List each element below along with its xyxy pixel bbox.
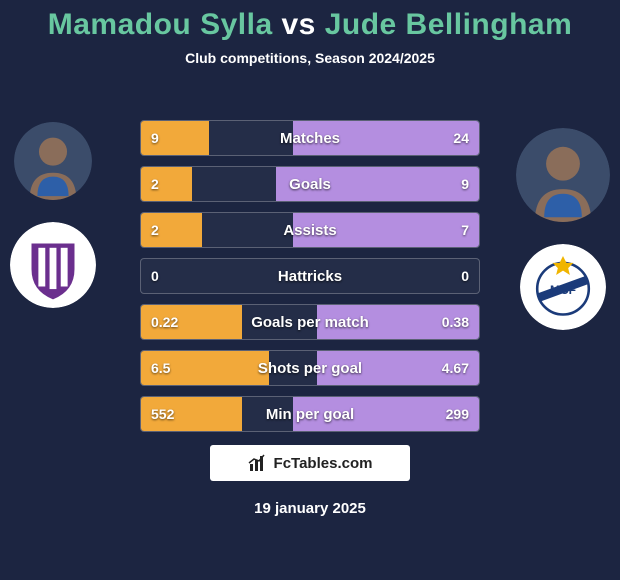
date-label: 19 january 2025: [0, 500, 620, 517]
stat-value-right: 0.38: [442, 305, 469, 339]
player2-club-badge: MCF: [520, 244, 606, 330]
subtitle: Club competitions, Season 2024/2025: [0, 50, 620, 66]
stat-value-right: 9: [461, 167, 469, 201]
stat-label: Shots per goal: [141, 351, 479, 385]
site-logo-text: FcTables.com: [274, 455, 373, 472]
stat-label: Hattricks: [141, 259, 479, 293]
player1-club-badge: [10, 222, 96, 308]
stat-row: Matches9 24: [140, 120, 480, 156]
stat-value-right: 24: [453, 121, 469, 155]
stat-value-left: 552: [151, 397, 174, 431]
stat-label: Goals: [141, 167, 479, 201]
stat-value-right: 0: [461, 259, 469, 293]
stat-label: Matches: [141, 121, 479, 155]
stat-row: Assists2 7: [140, 212, 480, 248]
stat-label: Min per goal: [141, 397, 479, 431]
stat-row: Goals per match0.22 0.38: [140, 304, 480, 340]
stat-label: Goals per match: [141, 305, 479, 339]
stat-row: Goals2 9: [140, 166, 480, 202]
stat-row: Shots per goal6.5 4.67: [140, 350, 480, 386]
stat-value-left: 0.22: [151, 305, 178, 339]
stat-value-right: 7: [461, 213, 469, 247]
site-logo: FcTables.com: [210, 445, 410, 481]
stat-value-left: 2: [151, 213, 159, 247]
stat-label: Assists: [141, 213, 479, 247]
vs-label: vs: [281, 8, 315, 41]
stat-row: Min per goal552 299: [140, 396, 480, 432]
left-avatar-column: [10, 122, 96, 308]
stat-value-right: 4.67: [442, 351, 469, 385]
stats-panel: Matches924Goals29Assists27Hattricks00Goa…: [140, 120, 480, 432]
svg-text:MCF: MCF: [550, 283, 576, 297]
stat-row: Hattricks0 0: [140, 258, 480, 294]
comparison-title: Mamadou Sylla vs Jude Bellingham: [0, 0, 620, 42]
stat-value-left: 2: [151, 167, 159, 201]
player1-avatar: [14, 122, 92, 200]
right-avatar-column: MCF: [516, 128, 610, 330]
stat-value-left: 9: [151, 121, 159, 155]
stat-value-right: 299: [446, 397, 469, 431]
stat-value-left: 6.5: [151, 351, 170, 385]
chart-icon: [248, 453, 268, 473]
player1-name: Mamadou Sylla: [48, 8, 273, 41]
player2-name: Jude Bellingham: [325, 8, 573, 41]
player2-avatar: [516, 128, 610, 222]
stat-value-left: 0: [151, 259, 159, 293]
